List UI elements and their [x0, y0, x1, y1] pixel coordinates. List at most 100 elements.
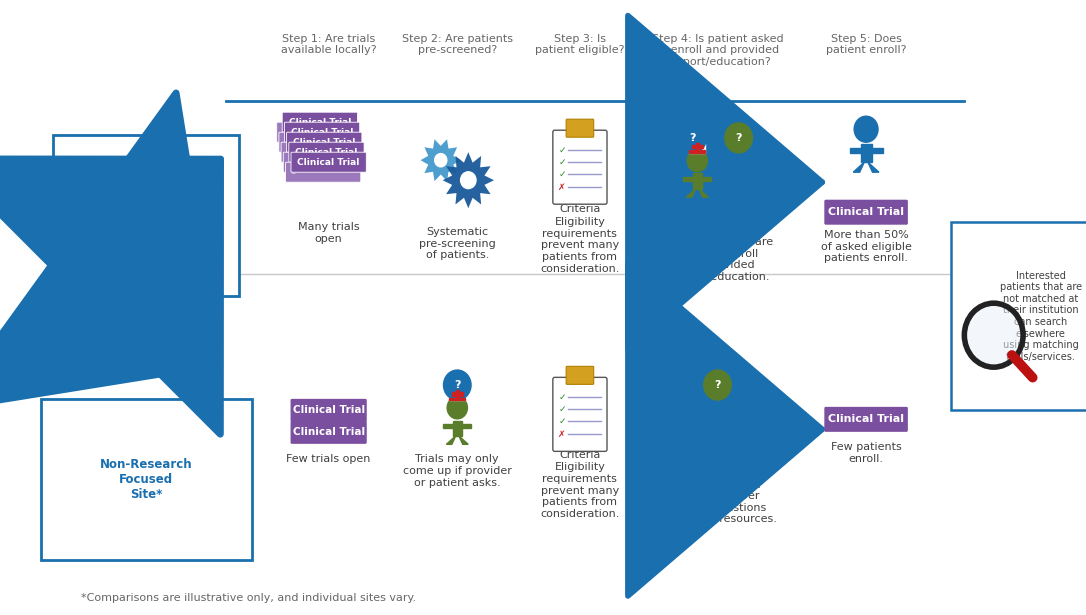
Text: ?: ?: [715, 380, 721, 390]
Text: Clinical Trial: Clinical Trial: [829, 207, 904, 217]
Text: Criteria: Criteria: [559, 204, 601, 214]
FancyBboxPatch shape: [553, 378, 607, 451]
FancyBboxPatch shape: [286, 162, 361, 182]
Text: C: C: [289, 159, 293, 165]
Text: Clinical Trial: Clinical Trial: [292, 427, 365, 437]
Text: C: C: [285, 139, 289, 145]
Polygon shape: [868, 162, 879, 172]
Bar: [690, 143, 706, 153]
Bar: [704, 424, 712, 428]
Bar: [702, 177, 711, 181]
Text: Eligible patients are
asked to enroll
and provided
support/education.: Eligible patients are asked to enroll an…: [662, 237, 773, 282]
Polygon shape: [707, 436, 716, 445]
Text: ✓: ✓: [558, 405, 566, 414]
Text: ✓: ✓: [558, 146, 566, 155]
Text: C: C: [291, 169, 295, 175]
Polygon shape: [459, 436, 468, 445]
Circle shape: [855, 116, 877, 142]
Polygon shape: [115, 296, 127, 308]
FancyBboxPatch shape: [289, 142, 364, 162]
Text: Clinical Trial: Clinical Trial: [298, 157, 359, 167]
Circle shape: [100, 246, 126, 274]
Text: Many trials
open: Many trials open: [298, 222, 359, 244]
Circle shape: [724, 123, 753, 153]
Polygon shape: [699, 189, 708, 197]
Circle shape: [679, 123, 707, 153]
Bar: [872, 148, 883, 153]
Text: ✓: ✓: [558, 157, 566, 167]
Polygon shape: [420, 139, 460, 181]
Bar: [453, 421, 462, 436]
Text: *Comparisons are illustrative only, and individual sites vary.: *Comparisons are illustrative only, and …: [80, 593, 416, 603]
FancyBboxPatch shape: [824, 407, 908, 432]
Bar: [96, 281, 108, 287]
Text: ✓: ✓: [558, 393, 566, 402]
FancyBboxPatch shape: [291, 152, 366, 172]
Text: Few patients
enroll.: Few patients enroll.: [831, 442, 901, 464]
Polygon shape: [446, 436, 456, 445]
Bar: [119, 281, 131, 287]
Bar: [692, 145, 703, 148]
Bar: [443, 424, 453, 428]
FancyBboxPatch shape: [566, 119, 594, 137]
Text: Few trials open: Few trials open: [287, 454, 370, 464]
Text: ✗: ✗: [558, 430, 566, 439]
Polygon shape: [735, 189, 745, 197]
FancyBboxPatch shape: [291, 399, 367, 422]
Text: Patient
diagnosed: Patient diagnosed: [86, 315, 140, 337]
Bar: [696, 143, 699, 151]
FancyBboxPatch shape: [281, 142, 356, 162]
FancyBboxPatch shape: [285, 122, 359, 142]
Bar: [683, 177, 693, 181]
Text: ✓: ✓: [558, 170, 566, 179]
Circle shape: [687, 149, 707, 172]
Polygon shape: [99, 296, 111, 308]
Text: C: C: [282, 129, 287, 135]
Text: Step 5: Does
patient enroll?: Step 5: Does patient enroll?: [825, 34, 907, 55]
Polygon shape: [854, 162, 864, 172]
Text: C: C: [287, 149, 291, 155]
Circle shape: [447, 397, 467, 419]
Polygon shape: [443, 152, 494, 208]
Text: Systematic
pre-screening
of patients.: Systematic pre-screening of patients.: [419, 227, 495, 260]
Circle shape: [704, 370, 731, 400]
Text: Clinical Trial: Clinical Trial: [293, 138, 355, 147]
Bar: [690, 151, 706, 153]
Text: ?: ?: [735, 133, 742, 143]
Bar: [860, 144, 872, 162]
FancyBboxPatch shape: [283, 152, 358, 172]
Polygon shape: [723, 189, 732, 197]
Text: Clinical Trial: Clinical Trial: [829, 415, 904, 424]
Text: Criteria: Criteria: [559, 450, 601, 461]
FancyBboxPatch shape: [553, 130, 607, 204]
Text: Clinical Trial: Clinical Trial: [295, 148, 357, 157]
Text: ?: ?: [690, 133, 696, 143]
Circle shape: [707, 397, 728, 419]
Text: Clinical Trial: Clinical Trial: [291, 128, 353, 137]
Text: Step 2: Are patients
pre-screened?: Step 2: Are patients pre-screened?: [402, 34, 513, 55]
Circle shape: [967, 305, 1021, 365]
Bar: [450, 390, 466, 400]
FancyBboxPatch shape: [287, 132, 362, 152]
Bar: [730, 173, 738, 189]
Bar: [720, 177, 730, 181]
Text: Interested
patients that are
not matched at
their institution
can search
elsewhe: Interested patients that are not matched…: [999, 271, 1082, 362]
Bar: [450, 398, 466, 400]
Bar: [849, 148, 860, 153]
Circle shape: [434, 154, 446, 167]
Text: Non-research focused
sites often do not
have dedicated
staff to answer
patient q: Non-research focused sites often do not …: [657, 456, 779, 525]
FancyBboxPatch shape: [566, 367, 594, 384]
FancyBboxPatch shape: [277, 122, 352, 142]
FancyBboxPatch shape: [282, 112, 357, 132]
Text: Eligibility
requirements
prevent many
patients from
consideration.: Eligibility requirements prevent many pa…: [540, 462, 620, 518]
Circle shape: [460, 172, 476, 189]
Text: Step 1: Are trials
available locally?: Step 1: Are trials available locally?: [281, 34, 377, 55]
Text: Eligibility
requirements
prevent many
patients from
consideration.: Eligibility requirements prevent many pa…: [540, 217, 620, 274]
Text: ✗: ✗: [558, 183, 566, 192]
Bar: [462, 424, 471, 428]
Polygon shape: [686, 189, 696, 197]
Text: Step 4: Is patient asked
to enroll and provided
support/education?: Step 4: Is patient asked to enroll and p…: [652, 34, 783, 67]
Bar: [456, 390, 459, 398]
FancyBboxPatch shape: [824, 200, 908, 224]
Bar: [722, 424, 732, 428]
